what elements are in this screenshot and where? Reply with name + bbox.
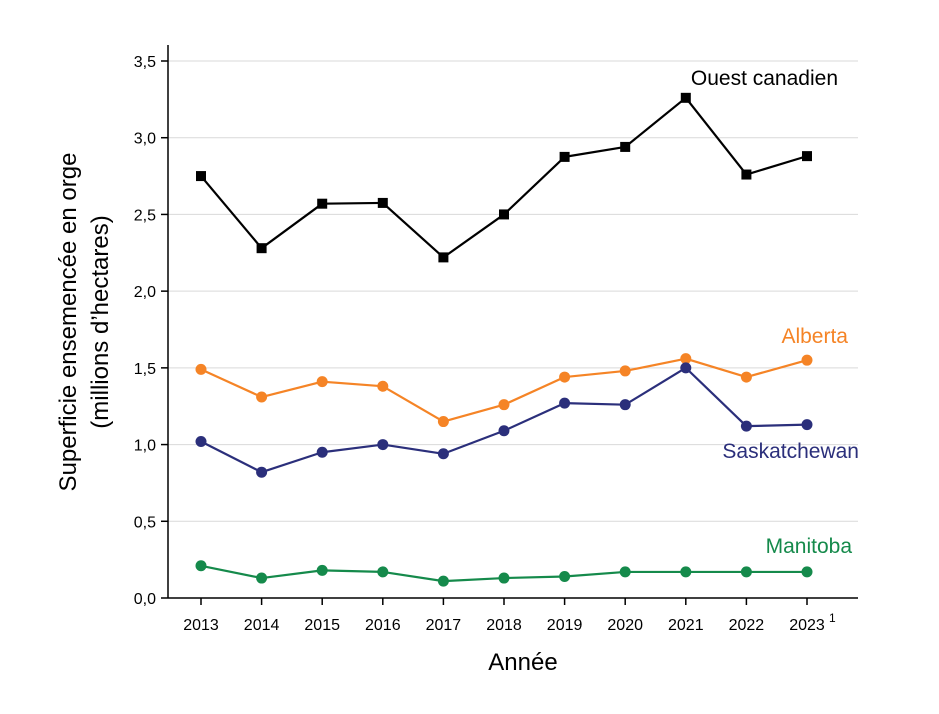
data-point [377,439,389,451]
series-labels: Ouest canadien Alberta Saskatchewan Manitob… [691,67,859,558]
data-point [256,391,268,403]
y-tick-label: 3,0 [134,131,156,148]
data-point [740,420,752,432]
y-tick-label: 2,0 [134,284,156,301]
data-point [802,151,812,162]
series-alberta [195,353,813,428]
data-point [437,416,449,428]
data-point [559,571,571,583]
data-point [438,252,449,263]
x-tick-label: 2015 [304,617,340,634]
series-layer [195,92,813,587]
axes [167,45,858,599]
y-axis-title-line1: Superficie ensemencée en orge [55,153,82,492]
x-tick-label: 2019 [547,617,583,634]
data-point [619,399,631,411]
data-point [377,380,389,392]
data-point [437,575,449,587]
x-tick-label: 2023 [789,617,825,634]
data-point [559,151,570,162]
data-point [620,141,631,152]
data-point [256,243,267,254]
data-point [195,436,207,448]
data-point [196,171,206,182]
data-point [499,209,509,220]
data-point [559,397,571,409]
x-tick-label: 2013 [183,617,219,634]
x-tick-label: 2017 [426,617,462,634]
y-tick-label: 1,0 [134,438,156,455]
y-tick-label: 1,5 [134,361,156,378]
data-point [619,566,631,578]
data-point [619,365,631,377]
series-label: Alberta [781,325,848,348]
series-saskatchewan [195,362,813,478]
x-tick-label: 2021 [668,617,704,634]
x-axis-ticks: 2013 2014 2015 2016 2017 2018 2019 2020 2021 2022… [183,598,825,634]
data-point [680,353,692,365]
data-point [316,376,328,388]
y-tick-label: 2,5 [134,207,156,224]
data-point [377,197,388,208]
data-point [680,566,692,578]
data-point [256,572,268,584]
series-ouest-canadien [196,92,812,263]
data-point [498,399,510,411]
y-tick-label: 3,5 [134,54,156,71]
data-point [316,446,328,458]
data-point [740,566,752,578]
data-point [801,419,813,431]
series-line [200,366,808,474]
x-tick-footnote-marker: 1 [829,611,836,625]
series-manitoba [195,560,813,587]
data-point [317,198,328,209]
data-point [680,362,692,374]
y-tick-label: 0,5 [134,514,156,531]
data-point [740,371,752,383]
data-point [195,560,207,572]
y-axis-ticks: 0,0 0,5 1,0 1,5 2,0 2,5 3,0 3,5 [134,54,168,608]
data-point [741,169,752,180]
series-label: Saskatchewan [722,440,859,463]
data-point [559,371,571,383]
x-tick-label: 2020 [607,617,643,634]
data-point [316,564,328,576]
data-point [680,92,691,103]
series-label: Manitoba [766,535,853,558]
y-tick-label: 0,0 [134,591,156,608]
data-point [256,466,268,478]
x-axis-title: Année [488,649,557,676]
x-tick-label: 2022 [729,617,765,634]
x-tick-label: 2014 [244,617,280,634]
series-label: Ouest canadien [691,67,838,90]
gridlines [168,60,858,522]
series-line [200,96,808,259]
x-tick-label: 2016 [365,617,401,634]
data-point [498,425,510,437]
data-point [377,566,389,578]
data-point [498,572,510,584]
data-point [801,354,813,366]
y-axis-title-line2: (millions d’hectares) [87,215,114,428]
data-point [801,566,813,578]
data-point [195,363,207,375]
x-tick-label: 2018 [486,617,522,634]
data-point [437,448,449,460]
